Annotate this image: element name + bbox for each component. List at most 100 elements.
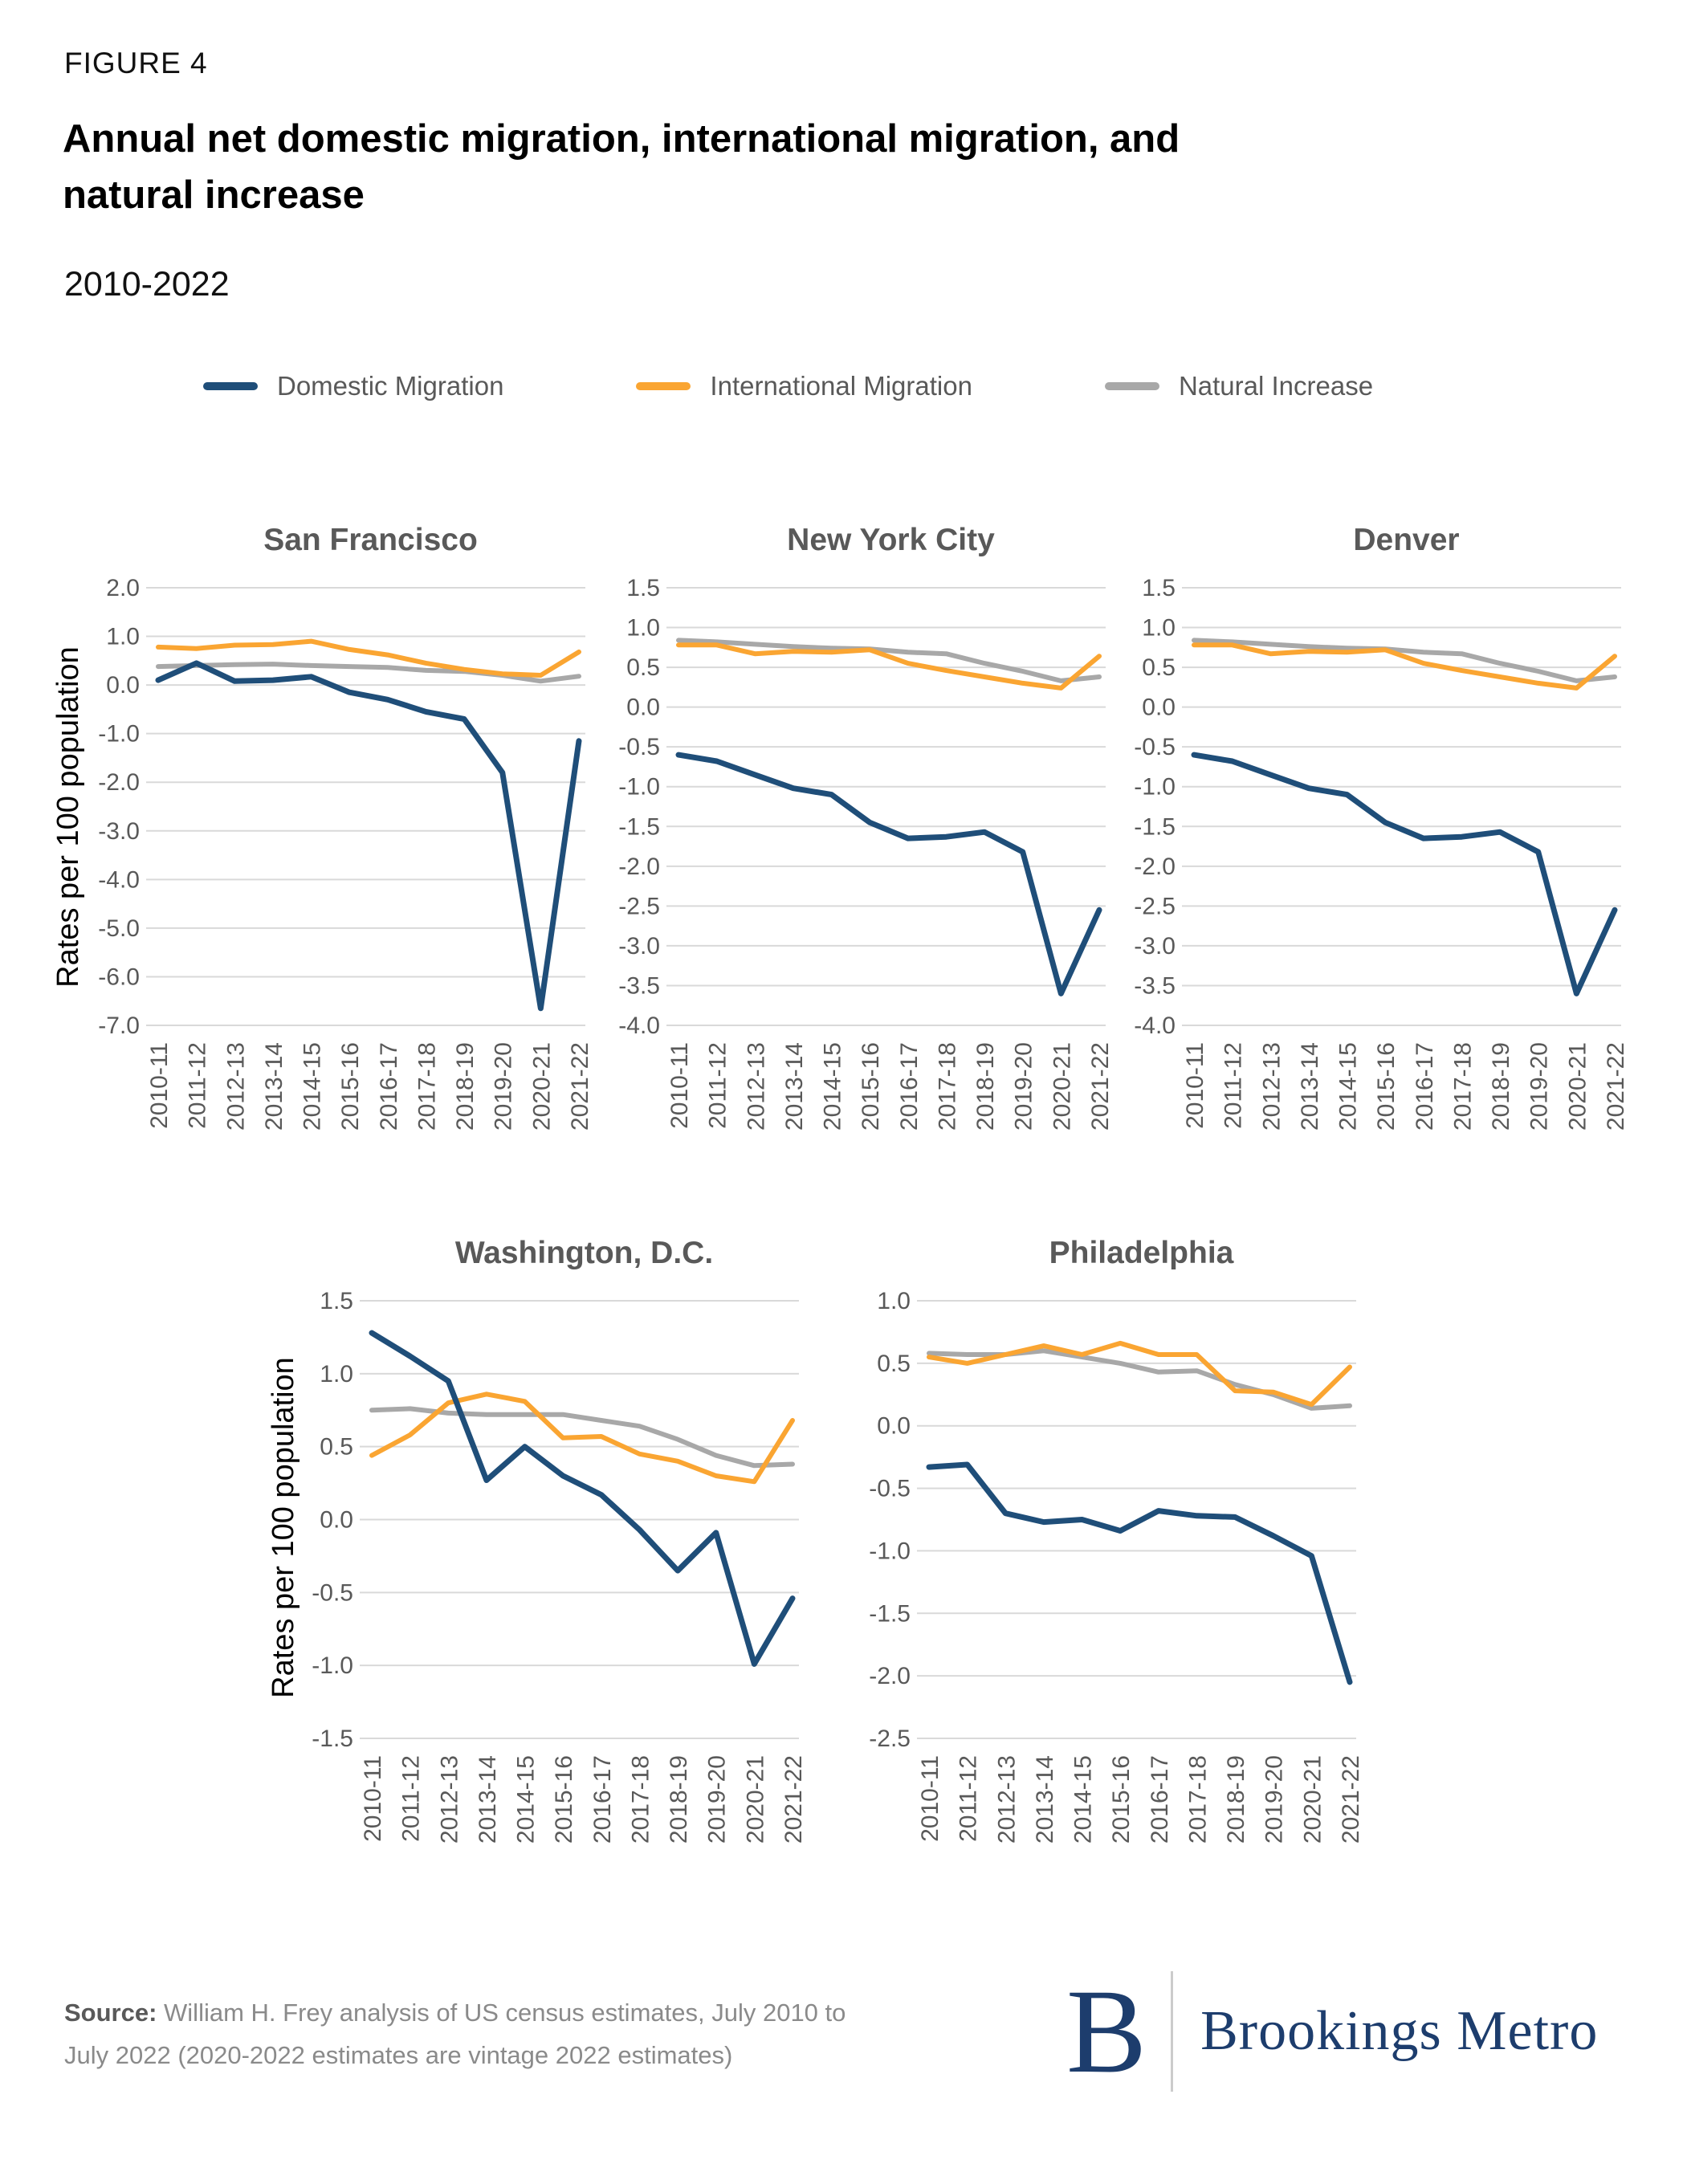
svg-text:2020-21: 2020-21 xyxy=(742,1755,768,1844)
y-tick-labels: 1.5 1.0 0.5 0.0 -0.5 -1.0 -1.5 -2.0 -2.5 -3.0 -3.5… xyxy=(1134,575,1176,1039)
series-international-migration-line xyxy=(156,638,581,678)
svg-text:2014-15: 2014-15 xyxy=(300,1042,326,1131)
logo-divider xyxy=(1171,1971,1174,2092)
series-domestic-migration-line xyxy=(675,752,1102,996)
gridlines xyxy=(917,1300,1356,1739)
legend-item-natural-increase: Natural Increase xyxy=(1104,371,1373,401)
svg-text:2016-17: 2016-17 xyxy=(376,1042,402,1131)
svg-text:2015-16: 2015-16 xyxy=(858,1042,884,1131)
chart-denver: Denver 1.5 1.0 0.5 0.0 -0.5 -1.0 -1.5 -2.0 -2.5 -… xyxy=(1095,522,1625,1196)
svg-text:2014-15: 2014-15 xyxy=(513,1755,540,1844)
y-tick-labels: 1.0 0.5 0.0 -0.5 -1.0 -1.5 -2.0 -2.5 xyxy=(869,1288,911,1752)
svg-text:2012-13: 2012-13 xyxy=(222,1042,249,1131)
svg-text:2010-11: 2010-11 xyxy=(146,1042,173,1129)
logo-letter-b: B xyxy=(1066,1965,1147,2098)
svg-text:2014-15: 2014-15 xyxy=(820,1042,846,1131)
chart-title-denver: Denver xyxy=(1353,523,1460,557)
svg-text:2020-21: 2020-21 xyxy=(528,1042,555,1131)
legend-item-domestic-migration: Domestic Migration xyxy=(203,371,503,401)
domestic-migration-line-swatch xyxy=(203,382,258,390)
svg-text:1.0: 1.0 xyxy=(320,1361,353,1387)
svg-text:2018-19: 2018-19 xyxy=(452,1042,479,1131)
svg-text:2011-12: 2011-12 xyxy=(398,1755,425,1842)
svg-text:-3.0: -3.0 xyxy=(98,818,140,845)
svg-text:-4.0: -4.0 xyxy=(1134,1013,1176,1039)
logo-wordmark: Brookings Metro xyxy=(1200,2000,1599,2062)
svg-text:2010-11: 2010-11 xyxy=(666,1042,693,1129)
svg-text:2015-16: 2015-16 xyxy=(551,1755,577,1844)
svg-text:0.0: 0.0 xyxy=(106,672,140,699)
series-domestic-migration-line xyxy=(369,1330,796,1667)
svg-text:-2.0: -2.0 xyxy=(98,769,140,796)
svg-text:-1.0: -1.0 xyxy=(1134,774,1176,801)
svg-text:1.0: 1.0 xyxy=(877,1288,911,1314)
svg-text:2012-13: 2012-13 xyxy=(1258,1042,1285,1131)
svg-text:2018-19: 2018-19 xyxy=(972,1042,999,1131)
page-title: Annual net domestic migration, internati… xyxy=(63,111,1180,223)
series-international-migration-line xyxy=(1192,642,1617,691)
svg-text:2017-18: 2017-18 xyxy=(414,1042,440,1131)
svg-text:-1.5: -1.5 xyxy=(312,1726,353,1752)
gridlines xyxy=(360,1300,799,1739)
svg-text:2018-19: 2018-19 xyxy=(1488,1042,1514,1131)
x-tick-labels: 2010-11 2011-12 2012-13 2013-14 2014-15 2015-… xyxy=(1182,1042,1625,1131)
svg-text:2019-20: 2019-20 xyxy=(704,1755,731,1844)
svg-text:2016-17: 2016-17 xyxy=(896,1042,923,1131)
svg-text:-4.0: -4.0 xyxy=(618,1013,660,1039)
svg-text:-3.0: -3.0 xyxy=(618,933,660,960)
series-domestic-migration-line xyxy=(155,660,582,1012)
page-title-line-1: Annual net domestic migration, internati… xyxy=(63,117,1180,161)
svg-text:2019-20: 2019-20 xyxy=(491,1042,517,1131)
y-tick-labels: 1.5 1.0 0.5 0.0 -0.5 -1.0 -1.5 -2.0 -2.5 -3.0 -3.5… xyxy=(618,575,660,1039)
svg-text:1.5: 1.5 xyxy=(320,1288,353,1314)
svg-text:0.5: 0.5 xyxy=(877,1351,911,1377)
x-tick-labels: 2010-11 2011-12 2012-13 2013-14 2014-15 2015-… xyxy=(917,1755,1360,1844)
svg-text:-1.5: -1.5 xyxy=(618,813,660,840)
svg-text:2013-14: 2013-14 xyxy=(1297,1042,1323,1131)
svg-text:2017-18: 2017-18 xyxy=(1449,1042,1476,1131)
gridlines xyxy=(666,587,1106,1026)
svg-text:-3.5: -3.5 xyxy=(618,972,660,999)
svg-text:1.5: 1.5 xyxy=(1142,575,1176,601)
chart-canvas-new-york-city: 1.5 1.0 0.5 0.0 -0.5 -1.0 -1.5 -2.0 -2.5 -3.0 -3.5… xyxy=(618,575,1110,1131)
svg-text:2020-21: 2020-21 xyxy=(1564,1042,1591,1131)
svg-text:-2.0: -2.0 xyxy=(869,1663,911,1689)
legend-label-domestic-migration: Domestic Migration xyxy=(277,371,504,401)
source-prefix: Source: xyxy=(64,1999,157,2027)
svg-text:2017-18: 2017-18 xyxy=(1184,1755,1211,1844)
legend-item-international-migration: International Migration xyxy=(636,371,972,401)
svg-text:-6.0: -6.0 xyxy=(98,964,140,990)
svg-text:2019-20: 2019-20 xyxy=(1526,1042,1553,1131)
x-tick-labels: 2010-11 2011-12 2012-13 2013-14 2014-15 2015-… xyxy=(146,1042,589,1131)
chart-legend: Domestic Migration International Migrati… xyxy=(203,371,1373,401)
svg-text:0.0: 0.0 xyxy=(320,1507,353,1534)
svg-text:2018-19: 2018-19 xyxy=(1223,1755,1249,1844)
svg-text:-1.5: -1.5 xyxy=(869,1600,911,1627)
series-natural-increase-line xyxy=(676,638,1102,683)
chart-new-york-city: New York City 1.5 1.0 0.5 0.0 -0.5 -1.0 -1.5 -2… xyxy=(580,522,1110,1196)
svg-text:-0.5: -0.5 xyxy=(1134,734,1176,760)
series-natural-increase-line xyxy=(369,1406,795,1469)
svg-text:1.0: 1.0 xyxy=(106,624,140,650)
svg-text:0.5: 0.5 xyxy=(1142,654,1176,681)
svg-text:-0.5: -0.5 xyxy=(869,1476,911,1502)
svg-text:2012-13: 2012-13 xyxy=(993,1755,1020,1844)
svg-text:-2.5: -2.5 xyxy=(1134,893,1176,919)
svg-text:2012-13: 2012-13 xyxy=(436,1755,462,1844)
svg-text:1.0: 1.0 xyxy=(626,615,660,642)
series-international-migration-line xyxy=(369,1391,795,1485)
x-tick-labels: 2010-11 2011-12 2012-13 2013-14 2014-15 2015-… xyxy=(360,1755,803,1844)
svg-text:-1.0: -1.0 xyxy=(312,1652,353,1679)
svg-text:2016-17: 2016-17 xyxy=(1147,1755,1173,1844)
svg-text:-1.0: -1.0 xyxy=(869,1538,911,1564)
svg-text:-1.5: -1.5 xyxy=(1134,813,1176,840)
international-migration-line-swatch xyxy=(636,382,691,390)
svg-text:0.0: 0.0 xyxy=(1142,695,1176,721)
source-line-1: Source: William H. Frey analysis of US c… xyxy=(64,1991,851,2034)
chart-title-washington-dc: Washington, D.C. xyxy=(454,1236,714,1270)
brookings-logo: B Brookings Metro xyxy=(1066,1971,1598,2092)
svg-text:2018-19: 2018-19 xyxy=(666,1755,692,1844)
y-tick-labels: 2.0 1.0 0.0 -1.0 -2.0 -3.0 -4.0 -5.0 -6.0 -7.0 xyxy=(98,575,140,1039)
